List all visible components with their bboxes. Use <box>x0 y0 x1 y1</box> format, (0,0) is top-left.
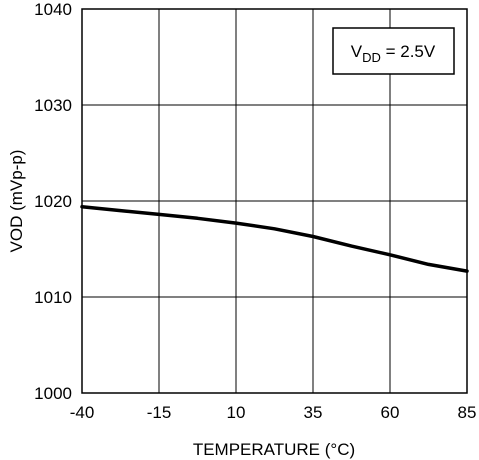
plot-frame <box>81 8 468 394</box>
annotation-subscript: DD <box>362 50 381 65</box>
y-tick-label-2: 1020 <box>34 192 72 211</box>
y-tick-label-1: 1010 <box>34 288 72 307</box>
series-line-0 <box>80 205 469 273</box>
x-tick-label-3: 35 <box>304 403 323 422</box>
x-tick-label-5: 85 <box>458 403 477 422</box>
y-tick-label-4: 1040 <box>34 0 72 19</box>
x-tick-label-2: 10 <box>227 403 246 422</box>
annotation-box: VDD = 2.5V <box>332 27 455 75</box>
y-tick-labels: 1000 1010 1020 1030 1040 <box>34 0 72 403</box>
x-axis-label: TEMPERATURE (°C) <box>193 440 355 459</box>
x-tick-label-1: -15 <box>147 403 172 422</box>
annotation-text: VDD = 2.5V <box>351 42 436 65</box>
annotation-value: = 2.5V <box>381 42 436 61</box>
y-axis-label: VOD (mVp-p) <box>7 150 26 253</box>
y-tick-label-0: 1000 <box>34 384 72 403</box>
y-tick-label-3: 1030 <box>34 96 72 115</box>
annotation-symbol: V <box>351 42 363 61</box>
x-tick-labels: -40 -15 10 35 60 85 <box>70 403 477 422</box>
x-tick-label-4: 60 <box>381 403 400 422</box>
series-lines <box>80 205 469 273</box>
x-tick-label-0: -40 <box>70 403 95 422</box>
